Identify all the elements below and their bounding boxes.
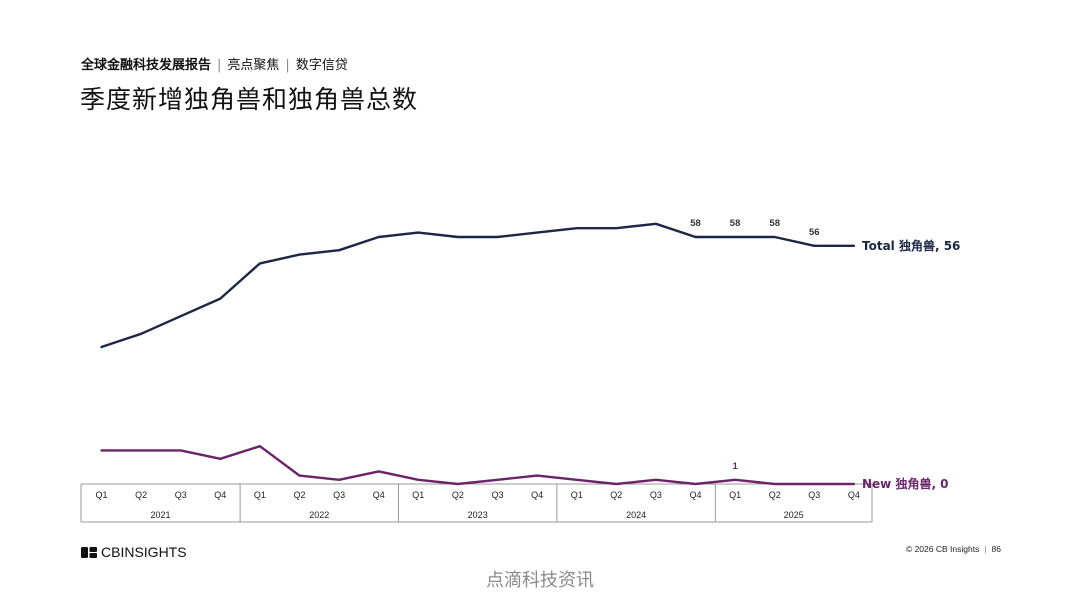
new-series-label: New 独角兽, 0 [862, 476, 949, 491]
quarter-tick-label: Q4 [531, 490, 543, 500]
quarter-tick-label: Q1 [729, 490, 741, 500]
page-title: 季度新增独角兽和独角兽总数 [80, 85, 419, 114]
quarter-tick-label: Q1 [412, 490, 424, 500]
quarter-tick-label: Q1 [95, 490, 107, 500]
quarter-tick-label: Q1 [254, 490, 266, 500]
quarter-tick-label: Q2 [293, 490, 305, 500]
quarter-tick-label: Q4 [848, 490, 860, 500]
header-separator: | [217, 58, 222, 73]
quarter-tick-label: Q3 [808, 490, 820, 500]
logo-text: CBINSIGHTS [101, 544, 187, 560]
quarter-tick-label: Q2 [769, 490, 781, 500]
year-label: 2023 [468, 510, 488, 520]
quarter-tick-label: Q4 [373, 490, 385, 500]
data-label: 56 [809, 227, 820, 238]
watermark: 点滴科技资讯 [486, 570, 594, 591]
quarter-tick-label: Q2 [135, 490, 147, 500]
year-label: 2021 [151, 510, 171, 520]
footer-copyright: © 2026 CB Insights | 86 [905, 544, 1001, 554]
cb-logo-icon [81, 546, 97, 558]
copyright-text: © 2026 CB Insights [905, 544, 980, 554]
year-label: 2024 [626, 510, 646, 520]
year-label: 2022 [309, 510, 329, 520]
topic-name: 数字信贷 [295, 58, 348, 73]
quarter-tick-label: Q4 [689, 490, 701, 500]
cb-insights-logo: CBINSIGHTS [81, 544, 187, 560]
quarter-tick-label: Q2 [452, 490, 464, 500]
report-header: 全球金融科技发展报告 | 亮点聚焦 | 数字信贷 [81, 54, 348, 73]
data-label: 58 [769, 218, 780, 229]
quarter-tick-label: Q2 [610, 490, 622, 500]
data-label: 1 [732, 461, 738, 472]
page-number: 86 [991, 544, 1001, 554]
data-label: 58 [690, 218, 701, 229]
quarter-tick-label: Q3 [491, 490, 503, 500]
quarter-tick-label: Q3 [650, 490, 662, 500]
total-series-label: Total 独角兽, 56 [862, 238, 960, 253]
header-separator: | [285, 58, 290, 73]
data-label: 58 [730, 218, 741, 229]
year-label: 2025 [784, 510, 804, 520]
new-unicorns-line [100, 445, 856, 486]
section-name: 亮点聚焦 [227, 58, 280, 73]
quarter-tick-label: Q1 [571, 490, 583, 500]
quarter-tick-label: Q3 [175, 490, 187, 500]
quarter-tick-label: Q4 [214, 490, 226, 500]
total-unicorns-line [100, 222, 856, 349]
report-name: 全球金融科技发展报告 [81, 58, 212, 73]
quarter-tick-label: Q3 [333, 490, 345, 500]
